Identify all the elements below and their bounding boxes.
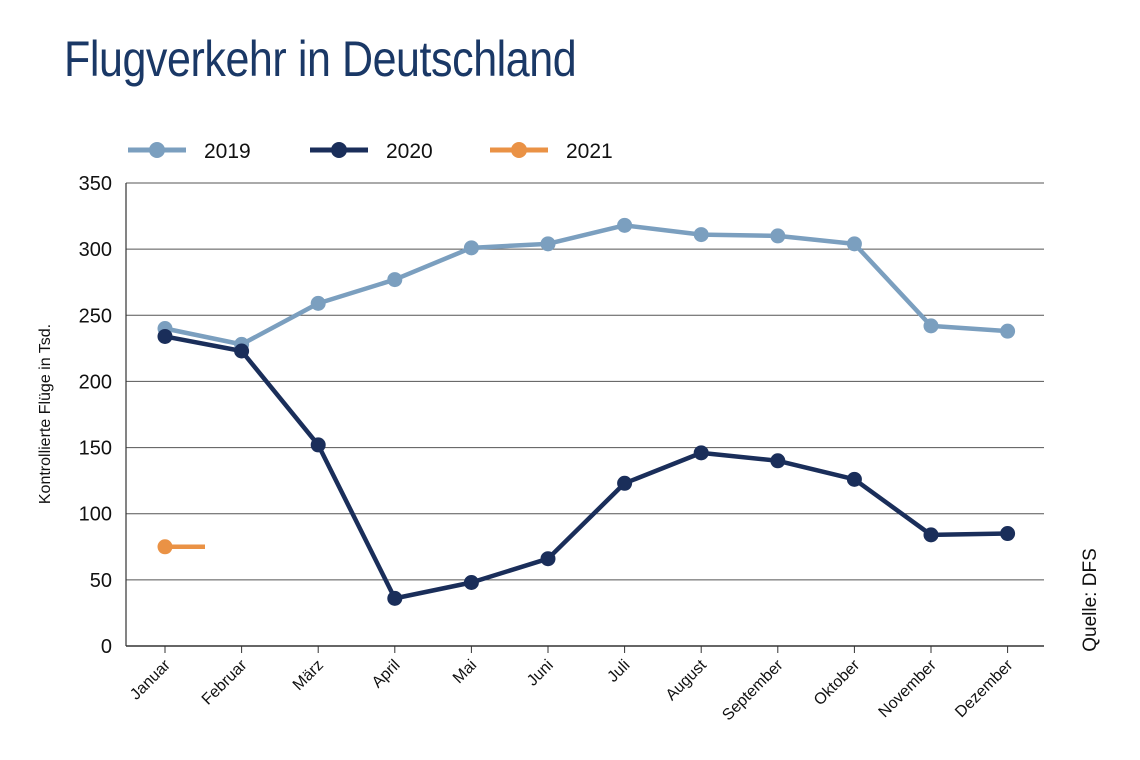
x-tick-label: Mai	[450, 657, 480, 687]
legend-marker-2019	[149, 142, 165, 158]
data-point-2020	[846, 471, 862, 487]
legend-marker-2020	[331, 142, 347, 158]
y-tick-label: 250	[79, 305, 112, 327]
x-tick-label: Januar	[127, 656, 174, 703]
data-point-2019	[923, 318, 939, 334]
data-point-2019	[540, 236, 556, 252]
data-point-2020	[617, 475, 633, 491]
x-tick-label: Dezember	[952, 656, 1017, 721]
x-tick-label: August	[663, 656, 711, 704]
grid-lines	[125, 182, 1044, 647]
data-point-2019	[1000, 323, 1016, 339]
x-tick-label: September	[719, 656, 787, 724]
x-tick-label: April	[369, 657, 404, 692]
data-point-2020	[310, 437, 326, 453]
data-point-2020	[770, 453, 786, 469]
x-tick-label: November	[876, 656, 941, 721]
data-point-2020	[234, 343, 250, 359]
legend: 2019 2020 2021	[128, 140, 613, 163]
y-tick-label: 50	[90, 570, 112, 592]
x-axis-ticks: Januar Februar März April Mai Juni Juli August S…	[127, 646, 1017, 724]
data-point-2019	[310, 295, 326, 311]
y-tick-label: 100	[79, 504, 112, 526]
legend-label-2021: 2021	[566, 140, 613, 163]
data-point-2020	[157, 328, 173, 344]
data-point-2019	[693, 227, 709, 243]
data-point-2019	[770, 228, 786, 244]
y-axis-ticks: 0 50 100 150 200 250 300 350	[79, 173, 112, 658]
data-point-2020	[923, 527, 939, 543]
x-tick-label: Juni	[524, 657, 557, 690]
data-point-2019	[463, 240, 479, 256]
legend-label-2019: 2019	[204, 140, 251, 163]
x-tick-label: März	[290, 657, 327, 694]
x-tick-label: Oktober	[811, 656, 864, 709]
data-point-2021	[157, 539, 173, 555]
y-axis-label: Kontrollierte Flüge in Tsd.	[37, 324, 54, 504]
data-point-2020	[387, 590, 403, 606]
series-line-2019	[164, 223, 1008, 347]
data-point-2020	[463, 575, 479, 591]
legend-label-2020: 2020	[386, 140, 433, 163]
data-point-2020	[1000, 526, 1016, 542]
y-tick-label: 350	[79, 173, 112, 195]
source-label: Quelle: DFS	[1080, 548, 1101, 651]
data-point-2020	[693, 445, 709, 461]
legend-marker-2021	[511, 142, 527, 158]
x-tick-label: Februar	[199, 656, 251, 708]
data-point-2019	[617, 217, 633, 233]
y-tick-label: 300	[79, 239, 112, 261]
chart-title: Flugverkehr in Deutschland	[64, 31, 577, 87]
series-lines	[157, 217, 1016, 606]
x-tick-label: Juli	[604, 657, 633, 686]
data-point-2020	[540, 551, 556, 567]
series-line-2020	[164, 334, 1008, 601]
data-point-2019	[387, 272, 403, 288]
y-tick-label: 200	[79, 371, 112, 393]
data-point-2019	[846, 236, 862, 252]
y-tick-label: 150	[79, 438, 112, 460]
y-tick-label: 0	[101, 636, 112, 658]
